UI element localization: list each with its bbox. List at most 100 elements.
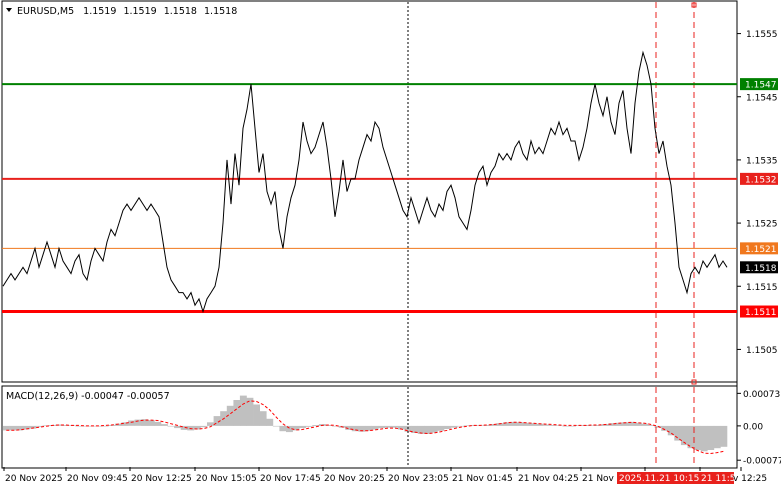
macd-session-separators — [407, 387, 695, 467]
macd-bar — [437, 425, 445, 431]
level-label-box-1.1511 — [740, 305, 778, 318]
macd-bar — [253, 404, 260, 426]
macd-bar — [509, 421, 517, 426]
macd-bar — [325, 425, 333, 426]
price-tick-label: 1.1505 — [746, 346, 778, 356]
macd-header: MACD(12,26,9) -0.00047 -0.00057 — [6, 391, 170, 402]
macd-bar — [641, 423, 649, 426]
macd-bar — [114, 423, 122, 426]
macd-bar — [621, 422, 629, 426]
time-tick-label: 21 Nov 04:25 — [518, 474, 579, 484]
macd-bar — [503, 422, 511, 426]
time-tick-label: 20 Nov 09:45 — [67, 474, 128, 484]
macd-bar — [496, 423, 504, 426]
macd-bar — [648, 425, 655, 426]
macd-bar — [226, 405, 234, 426]
price-tick-label: 1.1545 — [746, 93, 778, 103]
macd-bar — [371, 425, 379, 430]
level-label-box-1.1532 — [740, 172, 778, 185]
macd-bar — [134, 419, 142, 426]
event-marker-top — [691, 2, 697, 8]
macd-bar — [161, 424, 168, 426]
ohlc-high: 1.1519 — [123, 6, 156, 17]
time-tick-label: 21 Nov 0 — [582, 474, 623, 484]
macd-bar — [233, 400, 241, 426]
macd-bar — [351, 425, 359, 432]
macd-bar — [529, 423, 537, 426]
macd-bar — [292, 425, 300, 431]
macd-bar — [246, 397, 254, 426]
macd-bar — [615, 422, 622, 426]
macd-tick-label: -0.00077 — [743, 457, 781, 467]
macd-bar — [694, 425, 701, 450]
time-tick-label: 20 Nov 20:25 — [324, 474, 385, 484]
ohlc-close: 1.1518 — [204, 6, 237, 17]
macd-bar — [463, 425, 471, 426]
macd-bar — [200, 425, 208, 428]
macd-bar — [286, 425, 293, 433]
price-axis-ticks: 1.1555 1.1545 1.1535 1.1525 1.1515 1.1505 — [737, 30, 778, 356]
macd-bar — [411, 425, 418, 433]
macd-bar — [345, 425, 353, 430]
macd-bar — [272, 425, 280, 427]
macd-bar — [674, 425, 682, 441]
time-axis: 20 Nov 2025 20 Nov 09:45 20 Nov 12:25 20 No… — [3, 467, 767, 484]
macd-bar — [121, 422, 129, 426]
macd-bar — [608, 423, 616, 426]
price-tick-label: 1.1535 — [746, 156, 778, 166]
ohlc-low: 1.1518 — [164, 6, 197, 17]
macd-bar — [154, 421, 162, 426]
horizontal-levels — [2, 83, 737, 314]
level-label-box-1.1547 — [740, 78, 778, 91]
dropdown-triangle-icon[interactable] — [6, 8, 12, 12]
macd-bar — [16, 425, 24, 431]
macd-bar — [457, 425, 464, 427]
time-tick-label: 20 Nov 15:05 — [196, 474, 257, 484]
macd-bar — [628, 421, 636, 426]
level-label-1.1518: 1.1518 — [745, 264, 777, 274]
time-tick-label: v 12:25 — [733, 474, 767, 484]
macd-bar — [549, 425, 557, 426]
level-price-labels: 1.1547 1.1532 1.1521 1.1518 1.1511 — [740, 78, 778, 318]
macd-bar — [562, 425, 570, 427]
time-tick-label: 20 Nov 12:25 — [131, 474, 192, 484]
time-tick-label: 21 Nov 01:45 — [452, 474, 513, 484]
macd-bar — [700, 425, 708, 452]
macd-bar — [279, 425, 287, 432]
macd-bar — [450, 425, 458, 428]
macd-bar — [299, 425, 307, 429]
price-tick-label: 1.1555 — [746, 30, 778, 40]
macd-bar — [75, 425, 83, 427]
macd-bar — [365, 425, 372, 431]
macd-bar — [128, 420, 135, 426]
macd-bar — [542, 424, 550, 426]
macd-bar — [55, 424, 63, 426]
ohlc-open: 1.1519 — [83, 6, 116, 17]
macd-bar — [167, 425, 175, 427]
macd-bar — [62, 425, 70, 426]
macd-pane[interactable]: 0.00073 0.00 -0.00077 MACD(12,26,9) -0.000… — [1, 385, 781, 469]
price-pane[interactable]: 1.1555 1.1545 1.1535 1.1525 1.1515 1.1505 1.1… — [1, 0, 778, 386]
price-tick-label: 1.1525 — [746, 220, 778, 230]
macd-bar — [523, 422, 530, 426]
macd-bar — [141, 419, 149, 426]
time-tick-label: 2025.11.21 10:15 — [619, 474, 699, 484]
macd-bar — [101, 425, 109, 427]
price-tick-label: 1.1515 — [746, 283, 778, 293]
macd-bar — [430, 425, 438, 433]
macd-bar — [555, 425, 563, 426]
macd-bar — [42, 425, 50, 426]
macd-bar — [213, 416, 221, 426]
event-marker-bottom — [691, 379, 697, 385]
macd-bar — [384, 425, 392, 428]
time-label-box-1 — [617, 472, 706, 484]
macd-bar — [391, 425, 399, 428]
level-label-box-1.1521 — [740, 242, 778, 255]
macd-signal-line — [6, 400, 724, 455]
macd-bar — [634, 422, 642, 426]
macd-bar — [22, 425, 30, 430]
time-tick-label: 20 Nov 2025 — [5, 474, 63, 484]
level-label-1.1521: 1.1521 — [745, 245, 777, 255]
macd-bar — [9, 425, 17, 431]
